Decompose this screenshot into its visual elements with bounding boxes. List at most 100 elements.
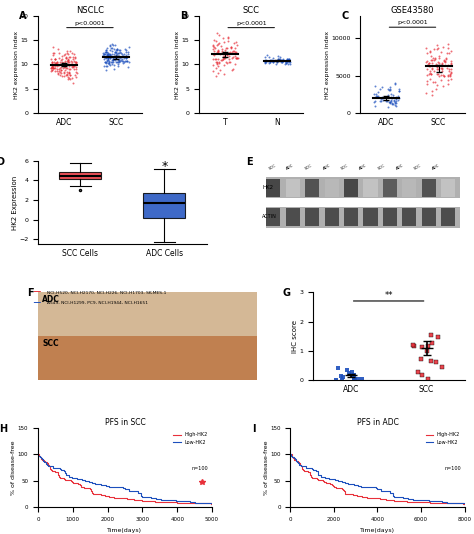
Point (102, 46, 109, 54)
Point (53, 64, 61, 73)
Text: SCC: SCC (413, 163, 422, 171)
Point (428, 56, 436, 65)
Point (274, 51, 282, 60)
Point (115, 57, 123, 65)
Point (109, 56, 116, 65)
Point (216, 66, 224, 75)
Point (56, 64, 64, 73)
Point (64, 56, 72, 65)
Point (62, 70, 70, 79)
Point (230, 46, 237, 55)
Point (378, 93, 386, 101)
Point (227, 43, 235, 52)
Point (55, 49, 63, 58)
Point (66, 70, 74, 79)
Point (220, 38, 228, 46)
Point (395, 84, 402, 93)
Point (266, 58, 274, 67)
Point (102, 52, 110, 61)
Point (228, 43, 235, 52)
Point (56, 71, 64, 80)
Point (55, 65, 63, 74)
Text: ─: ─ (33, 286, 40, 296)
Point (48, 58, 55, 66)
Point (214, 40, 221, 49)
Y-axis label: % of disease-free: % of disease-free (264, 441, 269, 495)
Point (108, 44, 115, 52)
Point (424, 77, 431, 85)
Point (102, 48, 109, 57)
Point (67, 61, 75, 70)
Text: *: * (161, 161, 167, 174)
Point (212, 72, 219, 81)
Point (447, 46, 455, 55)
Point (61, 61, 69, 70)
Point (119, 59, 127, 68)
Point (53, 58, 61, 66)
Point (282, 59, 290, 67)
Point (279, 58, 286, 66)
High-HK2 (90, 488, 95, 494)
Text: p<0.0001: p<0.0001 (397, 20, 428, 25)
Point (104, 54, 111, 62)
Point (275, 54, 283, 63)
Point (120, 58, 128, 66)
Point (102, 48, 110, 56)
Point (209, 42, 217, 50)
Point (286, 58, 294, 66)
Point (230, 47, 237, 56)
Point (267, 56, 274, 65)
Point (269, 58, 277, 67)
Point (59, 64, 67, 73)
Point (115, 45, 123, 54)
Point (114, 53, 122, 61)
Point (272, 60, 280, 68)
Point (73, 59, 80, 67)
Point (61, 60, 68, 68)
Point (262, 56, 269, 64)
Point (213, 41, 221, 49)
Point (72, 58, 79, 66)
Point (114, 57, 122, 66)
Point (62, 64, 70, 72)
Point (218, 56, 226, 64)
Point (434, 45, 441, 53)
Point (213, 29, 221, 38)
High-HK2 (314, 476, 320, 482)
Point (283, 57, 291, 65)
Point (433, 41, 441, 49)
Point (279, 56, 286, 65)
Point (434, 65, 441, 73)
Point (112, 49, 120, 57)
Point (387, 96, 394, 104)
Point (438, 363, 446, 371)
Point (103, 59, 110, 67)
Point (392, 98, 399, 106)
Point (392, 94, 400, 103)
Point (428, 64, 436, 73)
Point (51, 64, 59, 72)
Point (392, 101, 400, 110)
Point (118, 52, 126, 60)
Text: D: D (0, 156, 4, 167)
Point (108, 50, 116, 58)
Point (101, 58, 109, 67)
Low-HK2 (462, 504, 467, 511)
Point (54, 60, 61, 68)
Point (226, 54, 233, 63)
Point (431, 54, 439, 62)
Point (219, 52, 227, 61)
Point (427, 62, 434, 70)
Point (391, 100, 399, 109)
Point (373, 90, 380, 98)
Point (59, 60, 66, 68)
Point (122, 57, 129, 65)
Point (61, 58, 68, 67)
Point (432, 85, 439, 93)
Point (72, 67, 80, 76)
Point (436, 52, 443, 61)
Point (68, 74, 75, 83)
Point (215, 59, 222, 67)
Text: SCC: SCC (268, 163, 277, 171)
Point (105, 57, 113, 65)
